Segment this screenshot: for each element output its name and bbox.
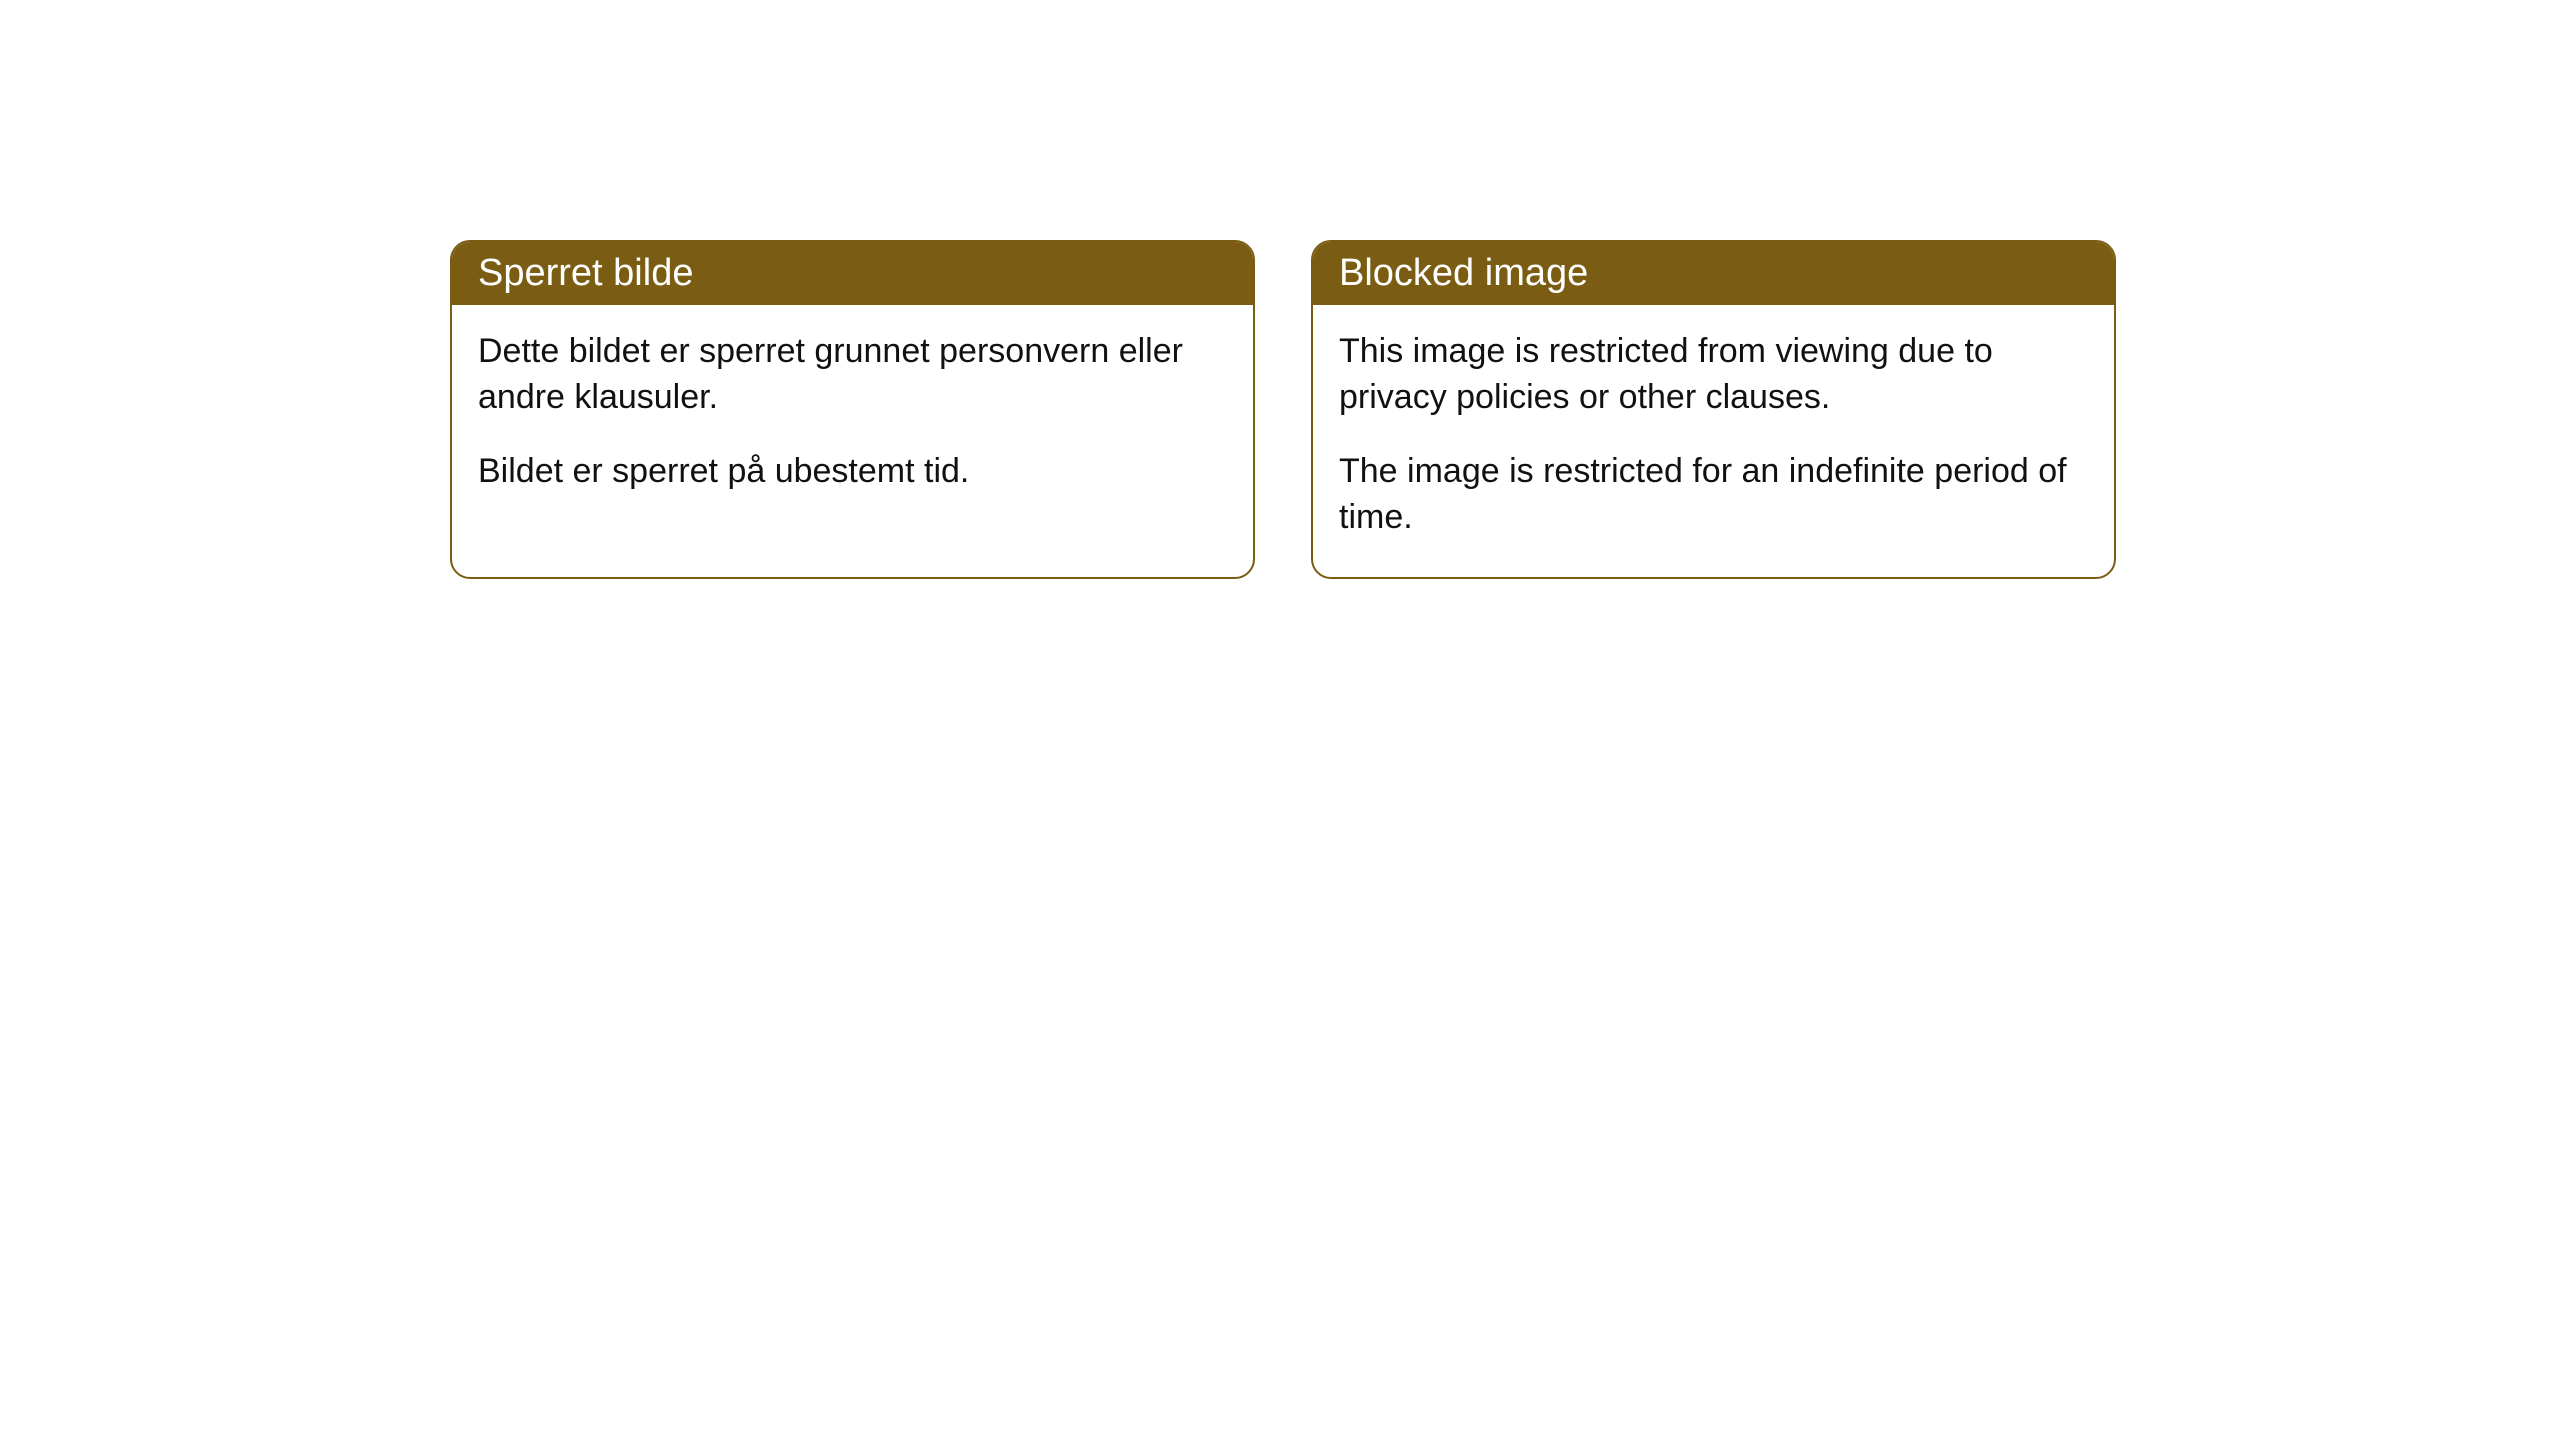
card-title-norwegian: Sperret bilde	[478, 252, 693, 294]
card-header-english: Blocked image	[1313, 242, 2114, 305]
card-body-english: This image is restricted from viewing du…	[1313, 305, 2114, 577]
notice-cards-container: Sperret bilde Dette bildet er sperret gr…	[450, 240, 2116, 579]
card-text-norwegian-p1: Dette bildet er sperret grunnet personve…	[478, 329, 1227, 421]
card-text-english-p1: This image is restricted from viewing du…	[1339, 329, 2088, 421]
card-body-norwegian: Dette bildet er sperret grunnet personve…	[452, 305, 1253, 531]
card-header-norwegian: Sperret bilde	[452, 242, 1253, 305]
card-text-norwegian-p2: Bildet er sperret på ubestemt tid.	[478, 449, 1227, 495]
blocked-image-card-norwegian: Sperret bilde Dette bildet er sperret gr…	[450, 240, 1255, 579]
card-text-english-p2: The image is restricted for an indefinit…	[1339, 449, 2088, 541]
blocked-image-card-english: Blocked image This image is restricted f…	[1311, 240, 2116, 579]
card-title-english: Blocked image	[1339, 252, 1588, 294]
